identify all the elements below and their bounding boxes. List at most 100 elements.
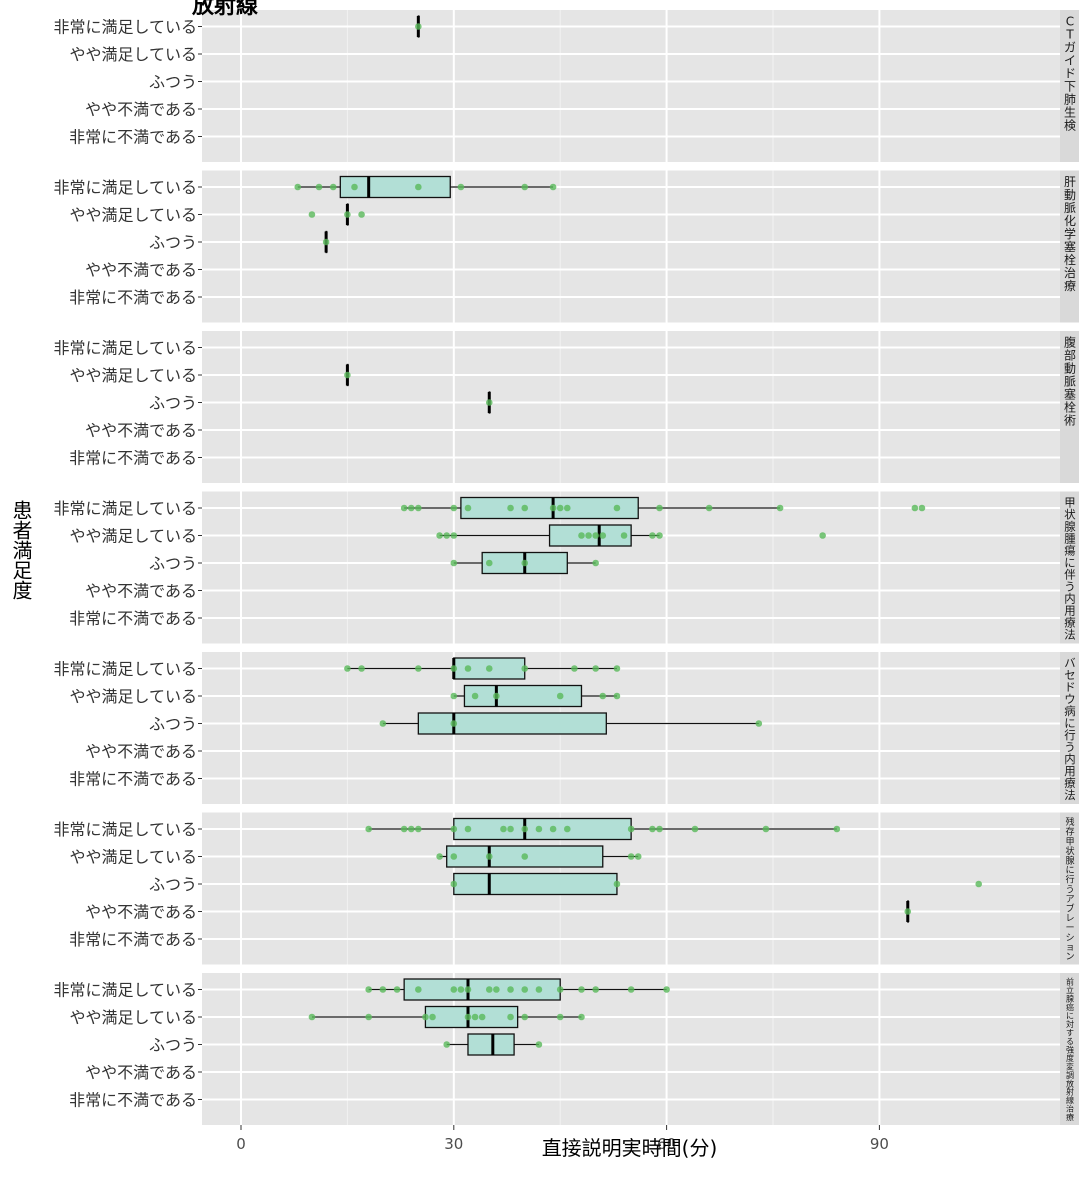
- data-point: [464, 986, 472, 993]
- data-point: [379, 986, 387, 993]
- box: [453, 872, 618, 896]
- data-point: [521, 504, 529, 512]
- y-tick-label: やや不満である: [85, 1063, 197, 1082]
- y-tick-label: ふつう: [149, 73, 197, 92]
- box-group: [450, 684, 621, 708]
- data-point: [634, 853, 642, 860]
- data-point: [365, 825, 372, 833]
- data-point: [450, 559, 458, 567]
- data-point: [415, 183, 422, 191]
- data-point: [620, 532, 628, 539]
- y-tick-label: ふつう: [149, 394, 197, 413]
- y-tick-label: 非常に不満である: [69, 128, 197, 147]
- data-point: [407, 825, 415, 833]
- y-tick-label: 非常に満足している: [53, 820, 197, 839]
- data-point: [450, 504, 458, 512]
- facet-strip-label: C T ガイド下肺生検: [1064, 15, 1076, 133]
- data-point: [322, 238, 330, 246]
- data-point: [507, 504, 514, 512]
- data-point: [549, 504, 557, 512]
- data-point: [549, 825, 557, 833]
- box-group: [344, 363, 351, 387]
- y-tick-label: 非常に不満である: [69, 930, 197, 949]
- data-point: [493, 692, 500, 700]
- data-point: [471, 692, 479, 700]
- data-point: [599, 692, 607, 700]
- data-point: [556, 692, 564, 700]
- data-point: [656, 825, 663, 833]
- box: [417, 712, 607, 735]
- y-tick-label: やや不満である: [85, 100, 197, 119]
- data-point: [521, 853, 529, 860]
- data-point: [436, 853, 443, 860]
- data-point: [521, 825, 529, 833]
- data-point: [521, 559, 529, 567]
- facet-strip-label: 肝動脈化学塞栓治療: [1064, 175, 1076, 293]
- data-point: [351, 183, 358, 191]
- data-point: [450, 880, 458, 888]
- data-point: [485, 986, 493, 993]
- y-tick-label: やや不満である: [85, 903, 197, 922]
- data-point: [450, 532, 458, 539]
- data-point: [578, 986, 585, 993]
- data-point: [556, 504, 564, 512]
- data-point: [450, 853, 458, 860]
- y-tick-label: 非常に満足している: [53, 499, 197, 518]
- y-tick-label: ふつう: [149, 1036, 197, 1055]
- y-tick-label: 非常に満足している: [53, 981, 197, 1000]
- facet-strip: [1060, 812, 1079, 965]
- box-group: [415, 15, 422, 38]
- data-point: [344, 665, 351, 672]
- box-group: [365, 978, 670, 1001]
- y-tick-label: やや満足している: [69, 527, 197, 546]
- box: [424, 1005, 519, 1029]
- box-group: [308, 203, 365, 226]
- data-point: [365, 1013, 372, 1021]
- data-point: [904, 908, 912, 915]
- data-point: [549, 183, 557, 191]
- data-point: [592, 986, 599, 993]
- data-point: [485, 559, 493, 567]
- data-point: [443, 532, 451, 539]
- box-group: [443, 1033, 543, 1056]
- y-tick-label: やや満足している: [69, 366, 197, 385]
- data-point: [485, 665, 493, 672]
- box-group: [436, 845, 642, 868]
- data-point: [599, 532, 607, 539]
- data-point: [415, 504, 422, 512]
- data-point: [471, 1013, 479, 1021]
- data-point: [613, 665, 621, 672]
- data-point: [627, 853, 635, 860]
- y-tick-label: やや満足している: [69, 1008, 197, 1027]
- data-point: [563, 504, 571, 512]
- y-tick-label: ふつう: [149, 554, 197, 573]
- panel-background: [202, 973, 1060, 1125]
- data-point: [457, 183, 465, 191]
- data-point: [450, 665, 458, 672]
- data-point: [464, 1013, 472, 1021]
- box: [460, 496, 639, 520]
- facet-strip: [1060, 331, 1079, 483]
- box-group: [400, 496, 926, 520]
- data-point: [329, 183, 337, 191]
- data-point: [464, 665, 472, 672]
- data-point: [585, 532, 592, 539]
- data-point: [415, 825, 422, 833]
- data-point: [443, 1041, 451, 1048]
- data-point: [556, 1013, 564, 1021]
- data-point: [450, 692, 458, 700]
- panel-background: [202, 652, 1060, 804]
- data-point: [344, 211, 351, 218]
- y-axis-title: 患者満足度: [9, 500, 33, 600]
- data-point: [705, 504, 713, 512]
- facet-strip: [1060, 652, 1079, 804]
- facet-strip: [1060, 10, 1079, 162]
- data-point: [627, 825, 635, 833]
- data-point: [457, 986, 465, 993]
- data-point: [613, 504, 621, 512]
